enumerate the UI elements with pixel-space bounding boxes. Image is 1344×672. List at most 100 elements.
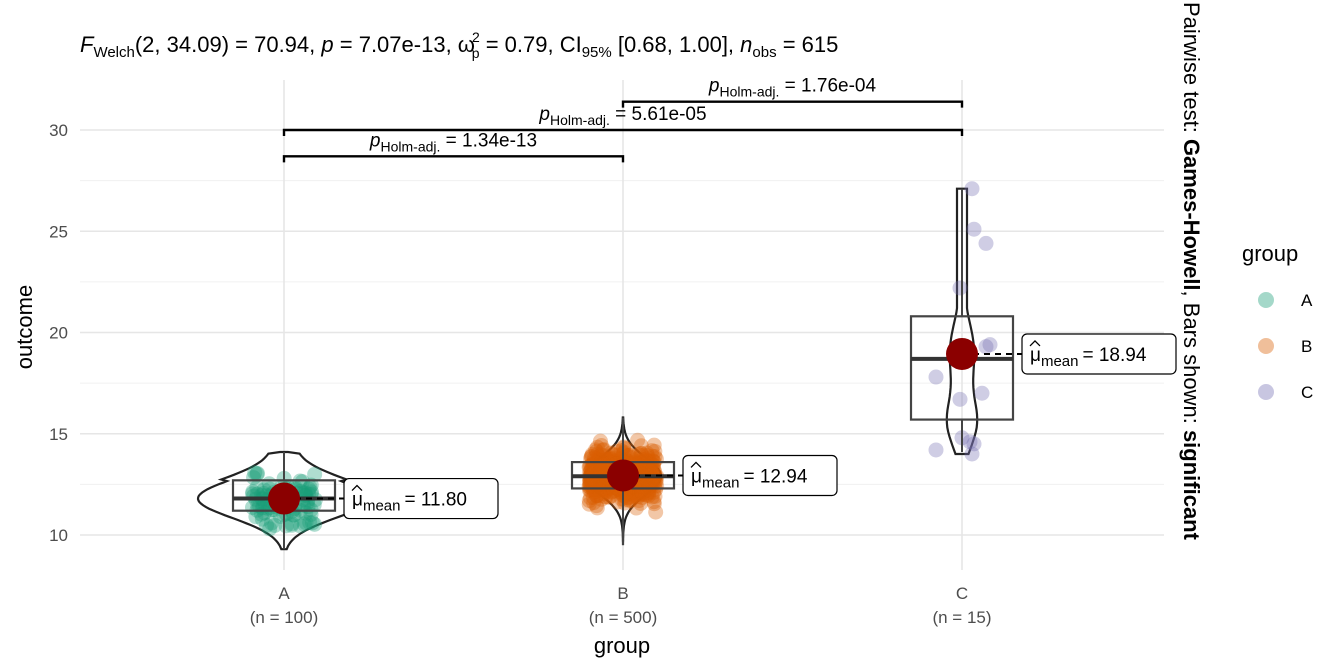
data-point-c: [982, 337, 998, 353]
data-point-b: [603, 488, 619, 504]
mean-label-b: μmean = 12.94: [691, 466, 808, 491]
data-point-a: [304, 484, 320, 500]
data-point-a: [248, 509, 264, 525]
data-point-b: [634, 447, 650, 463]
bar-a-b-label: pHolm-adj. = 1.34e-13: [369, 130, 537, 154]
data-point-b: [633, 446, 649, 462]
data-point-b: [584, 449, 600, 465]
data-point-b: [641, 482, 657, 498]
mean-point-b: [607, 459, 639, 492]
data-point-b: [596, 448, 612, 464]
pairwise-caption: Pairwise test: Games-Howell, Bars shown:…: [1179, 2, 1204, 541]
data-point-b: [588, 442, 604, 458]
mean-hat-c: [1029, 340, 1041, 347]
data-point-a: [307, 516, 323, 532]
data-point-b: [584, 446, 600, 462]
data-point-b: [617, 495, 633, 511]
data-point-c: [978, 235, 994, 251]
data-point-b: [627, 487, 643, 503]
data-point-b: [593, 475, 609, 491]
data-point-b: [582, 482, 598, 498]
data-point-b: [616, 444, 632, 460]
data-point-b: [601, 489, 617, 505]
data-point-b: [595, 460, 611, 476]
data-point-a: [246, 470, 262, 486]
mean-hat-b: [690, 461, 702, 468]
data-point-a: [259, 517, 275, 533]
data-point-b: [638, 483, 654, 499]
mean-label-a: μmean = 11.80: [352, 490, 467, 515]
data-point-c: [952, 280, 968, 296]
data-point-b: [581, 482, 597, 498]
data-point-c: [966, 436, 982, 452]
legend-label-c: C: [1301, 383, 1313, 402]
chart-subtitle: FWelch(2, 34.09) = 70.94, p = 7.07e-13, …: [80, 29, 838, 61]
data-point-b: [593, 438, 609, 454]
data-point-a: [249, 480, 265, 496]
data-point-b: [581, 496, 597, 512]
data-point-b: [641, 462, 657, 478]
data-point-a: [298, 505, 314, 521]
mean-label-box-c: [1021, 333, 1177, 375]
data-point-b: [634, 490, 650, 506]
data-point-a: [245, 484, 261, 500]
data-point-b: [598, 483, 614, 499]
data-point-b: [636, 475, 652, 491]
data-point-b: [640, 478, 656, 494]
data-point-b: [588, 498, 604, 514]
data-point-b: [623, 492, 639, 508]
data-point-b: [585, 489, 601, 505]
data-point-a: [278, 518, 294, 534]
x-axis-title: group: [594, 633, 650, 658]
data-point-b: [638, 487, 654, 503]
data-point-b: [594, 475, 610, 491]
data-point-b: [594, 479, 610, 495]
data-point-c: [978, 339, 994, 355]
data-point-b: [637, 460, 653, 476]
data-point-b: [643, 460, 659, 476]
data-point-b: [605, 446, 621, 462]
data-point-b: [581, 493, 597, 509]
data-point-c: [928, 369, 944, 385]
y-tick-label: 15: [49, 425, 68, 444]
data-point-b: [586, 459, 602, 475]
data-point-b: [647, 488, 663, 504]
data-point-b: [581, 459, 597, 475]
data-point-b: [583, 449, 599, 465]
box-c: [909, 315, 1015, 421]
data-point-b: [590, 452, 606, 468]
data-point-a: [262, 521, 278, 537]
data-point-b: [637, 452, 653, 468]
data-point-b: [617, 492, 633, 508]
data-point-b: [588, 443, 604, 459]
data-point-b: [589, 500, 605, 516]
data-point-b: [592, 433, 608, 449]
data-point-b: [647, 449, 663, 465]
data-point-a: [263, 515, 279, 531]
data-point-b: [593, 461, 609, 477]
data-point-a: [292, 518, 308, 534]
mean-point-a: [268, 482, 300, 515]
data-point-b: [642, 479, 658, 495]
data-point-b: [592, 456, 608, 472]
data-point-a: [302, 479, 318, 495]
data-point-b: [589, 455, 605, 471]
data-point-b: [585, 456, 601, 472]
x-tick-count: (n = 100): [250, 608, 319, 627]
data-point-b: [614, 491, 630, 507]
data-point-b: [592, 488, 608, 504]
data-point-b: [620, 490, 636, 506]
data-point-c: [974, 385, 990, 401]
data-point-b: [622, 489, 638, 505]
data-point-a: [256, 505, 272, 521]
legend-title: group: [1242, 241, 1298, 266]
bar-a-b: [282, 155, 625, 163]
data-point-b: [586, 479, 602, 495]
data-point-b: [592, 479, 608, 495]
data-point-b: [591, 482, 607, 498]
data-point-b: [596, 442, 612, 458]
bar-b-c-label: pHolm-adj. = 1.76e-04: [708, 76, 877, 100]
data-point-b: [641, 488, 657, 504]
data-point-a: [297, 485, 313, 501]
